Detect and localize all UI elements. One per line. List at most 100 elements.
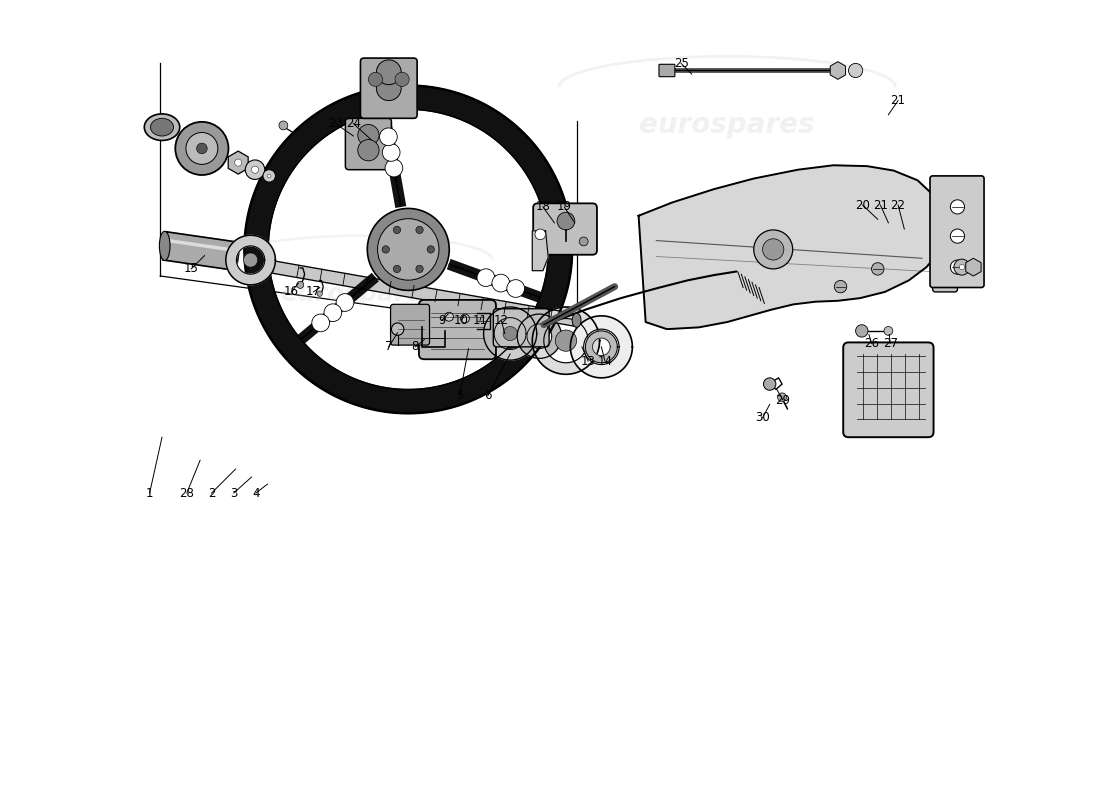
Circle shape: [186, 133, 218, 164]
Circle shape: [392, 323, 404, 335]
Text: 18: 18: [536, 200, 550, 214]
Circle shape: [754, 230, 793, 269]
Ellipse shape: [160, 231, 170, 261]
Polygon shape: [639, 166, 944, 329]
Text: 21: 21: [873, 198, 888, 212]
Circle shape: [337, 294, 354, 311]
Text: 20: 20: [856, 198, 870, 212]
FancyBboxPatch shape: [534, 203, 597, 254]
Circle shape: [252, 166, 258, 174]
Circle shape: [367, 209, 449, 290]
Circle shape: [382, 246, 389, 253]
Circle shape: [556, 330, 576, 351]
Text: 16: 16: [284, 286, 299, 298]
Text: 10: 10: [454, 314, 469, 326]
Text: 30: 30: [756, 411, 770, 424]
Text: 12: 12: [494, 314, 509, 326]
FancyBboxPatch shape: [930, 176, 984, 287]
Circle shape: [856, 325, 868, 337]
FancyBboxPatch shape: [345, 118, 392, 170]
Polygon shape: [226, 235, 275, 285]
Circle shape: [834, 281, 847, 293]
Circle shape: [395, 72, 409, 86]
FancyBboxPatch shape: [390, 304, 429, 345]
Circle shape: [263, 170, 275, 182]
Polygon shape: [585, 331, 617, 362]
FancyBboxPatch shape: [419, 300, 496, 359]
Polygon shape: [571, 316, 632, 378]
Circle shape: [950, 200, 965, 214]
Text: 4: 4: [252, 486, 260, 499]
Circle shape: [324, 304, 342, 322]
Circle shape: [477, 269, 495, 286]
Circle shape: [503, 326, 517, 341]
Text: 11: 11: [473, 314, 487, 326]
Text: eurospares: eurospares: [280, 282, 439, 306]
Circle shape: [297, 282, 304, 288]
Ellipse shape: [572, 313, 581, 327]
Circle shape: [383, 143, 400, 162]
Text: 2: 2: [208, 486, 216, 499]
Text: 5: 5: [456, 389, 463, 402]
Text: 21: 21: [891, 94, 905, 107]
Text: 8: 8: [411, 340, 419, 354]
Text: 7: 7: [385, 340, 393, 354]
Text: 22: 22: [891, 198, 905, 212]
Circle shape: [884, 326, 893, 335]
Text: 13: 13: [581, 354, 595, 367]
Circle shape: [762, 238, 784, 260]
Circle shape: [394, 266, 400, 273]
Circle shape: [427, 246, 434, 253]
Polygon shape: [273, 261, 578, 326]
Circle shape: [385, 159, 403, 177]
Circle shape: [175, 122, 229, 175]
Circle shape: [416, 266, 424, 273]
Circle shape: [848, 63, 862, 78]
Circle shape: [959, 265, 965, 270]
Circle shape: [358, 125, 379, 146]
Circle shape: [279, 121, 288, 130]
Text: 15: 15: [184, 262, 199, 275]
Circle shape: [311, 314, 330, 332]
Polygon shape: [244, 86, 572, 414]
Circle shape: [376, 76, 402, 101]
Circle shape: [778, 393, 786, 402]
Polygon shape: [532, 231, 548, 270]
Circle shape: [234, 159, 242, 166]
FancyBboxPatch shape: [493, 309, 549, 347]
Circle shape: [377, 218, 439, 280]
Ellipse shape: [151, 118, 174, 136]
Circle shape: [580, 237, 588, 246]
Circle shape: [763, 378, 776, 390]
Polygon shape: [517, 314, 561, 358]
Circle shape: [394, 226, 400, 234]
Circle shape: [197, 143, 207, 154]
Circle shape: [444, 312, 453, 321]
FancyBboxPatch shape: [844, 342, 934, 438]
Text: 6: 6: [484, 389, 492, 402]
Circle shape: [358, 139, 379, 161]
Text: eurospares: eurospares: [639, 111, 815, 139]
Circle shape: [492, 274, 509, 292]
Polygon shape: [163, 232, 240, 270]
Circle shape: [368, 72, 383, 86]
Text: 19: 19: [557, 200, 572, 214]
Text: 14: 14: [597, 354, 613, 367]
Circle shape: [557, 212, 575, 230]
Polygon shape: [532, 307, 600, 374]
Text: 27: 27: [882, 337, 898, 350]
Polygon shape: [484, 307, 537, 360]
FancyBboxPatch shape: [933, 202, 957, 292]
FancyBboxPatch shape: [659, 64, 675, 77]
Text: 25: 25: [673, 57, 689, 70]
Circle shape: [416, 226, 424, 234]
Text: 24: 24: [345, 117, 361, 130]
Circle shape: [507, 280, 525, 298]
Circle shape: [245, 160, 265, 179]
Circle shape: [461, 314, 470, 323]
Text: 23: 23: [328, 117, 343, 130]
Text: 28: 28: [179, 486, 195, 499]
Circle shape: [267, 174, 271, 178]
Text: 1: 1: [146, 486, 153, 499]
Circle shape: [950, 260, 965, 274]
